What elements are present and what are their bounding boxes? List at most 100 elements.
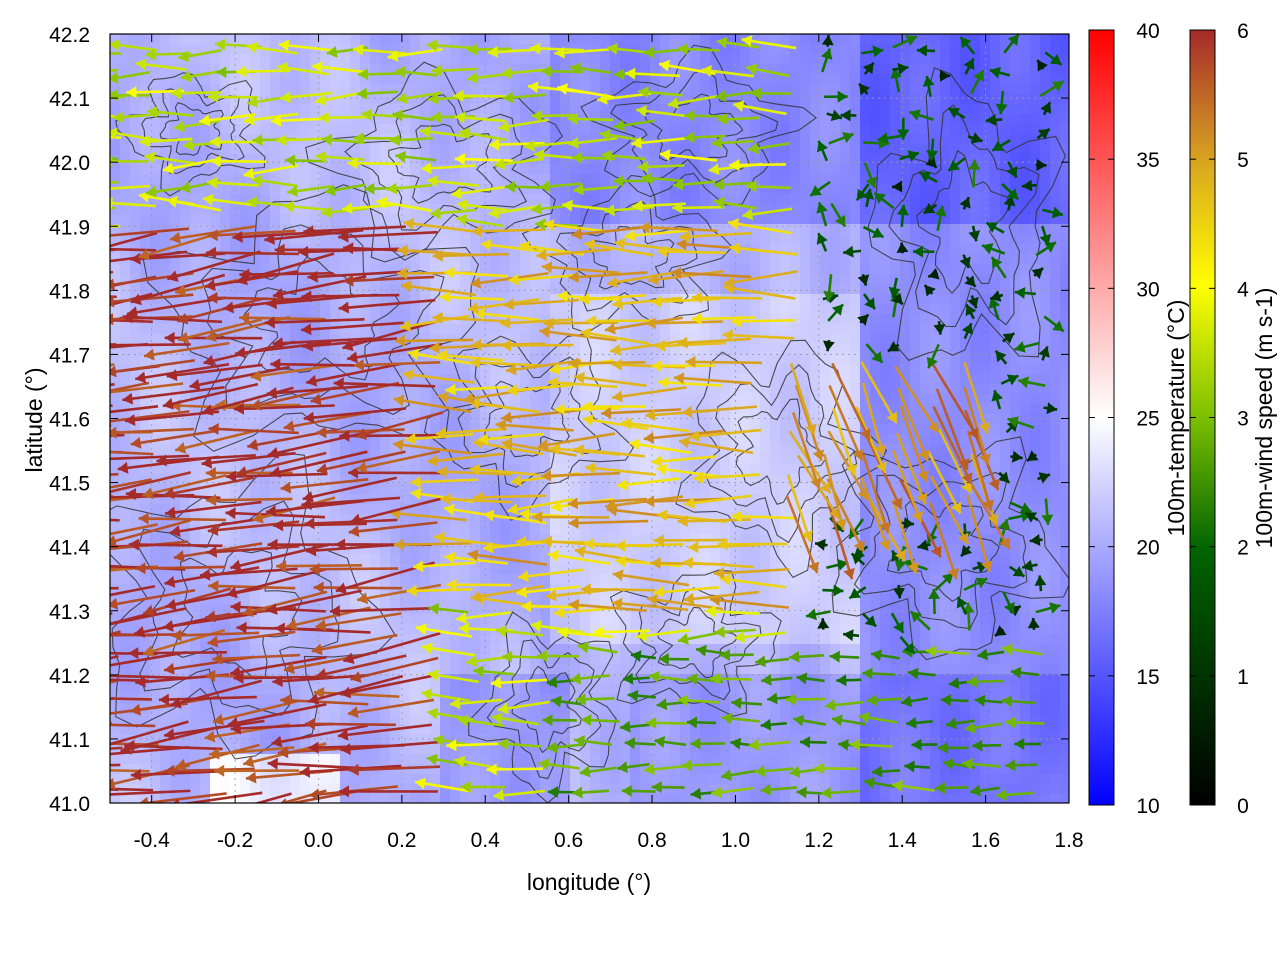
heatmap-cell [640, 94, 651, 105]
heatmap-cell [350, 754, 361, 765]
heatmap-cell [220, 144, 231, 155]
heatmap-cell [280, 544, 291, 555]
heatmap-cell [600, 734, 611, 745]
heatmap-cell [270, 434, 281, 445]
heatmap-cell [460, 634, 471, 645]
heatmap-cell [200, 204, 211, 215]
heatmap-cell [310, 534, 321, 545]
heatmap-cell [580, 74, 591, 85]
heatmap-cell [440, 284, 451, 295]
heatmap-cell [420, 374, 431, 385]
heatmap-cell [120, 374, 131, 385]
heatmap-cell [630, 574, 641, 585]
heatmap-cell [490, 404, 501, 415]
heatmap-cell [260, 144, 271, 155]
heatmap-cell [540, 194, 551, 205]
heatmap-cell [590, 164, 601, 175]
heatmap-cell [210, 674, 221, 685]
heatmap-cell [160, 654, 171, 665]
heatmap-cell [590, 564, 601, 575]
heatmap-cell [570, 624, 581, 635]
heatmap-cell [570, 94, 581, 105]
heatmap-cell [710, 774, 721, 785]
heatmap-cell [310, 54, 321, 65]
heatmap-cell [670, 194, 681, 205]
heatmap-cell [690, 274, 701, 285]
heatmap-cell [510, 394, 521, 405]
heatmap-cell [410, 574, 421, 585]
heatmap-cell [330, 124, 341, 135]
heatmap-cell [730, 104, 741, 115]
heatmap-cell [750, 344, 761, 355]
heatmap-cell [150, 124, 161, 135]
heatmap-cell [360, 194, 371, 205]
heatmap-cell [750, 384, 761, 395]
heatmap-cell [210, 534, 221, 545]
heatmap-cell [680, 664, 691, 675]
heatmap-cell [150, 264, 161, 275]
heatmap-cell [410, 534, 421, 545]
heatmap-cell [190, 674, 201, 685]
heatmap-cell [350, 234, 361, 245]
heatmap-cell [680, 554, 691, 565]
heatmap-cell [620, 564, 631, 575]
heatmap-cell [320, 84, 331, 95]
heatmap-cell [460, 54, 471, 65]
heatmap-cell [330, 694, 341, 705]
heatmap-cell [650, 284, 661, 295]
heatmap-cell [330, 514, 341, 525]
heatmap-cell [640, 414, 651, 425]
heatmap-cell [500, 544, 511, 555]
heatmap-cell [530, 174, 541, 185]
heatmap-cell [190, 264, 201, 275]
heatmap-cell [720, 344, 731, 355]
heatmap-cell [680, 104, 691, 115]
heatmap-cell [110, 354, 121, 365]
heatmap-cell [600, 544, 611, 555]
heatmap-cell [740, 214, 751, 225]
heatmap-cell [320, 334, 331, 345]
heatmap-cell [510, 434, 521, 445]
heatmap-cell [600, 384, 611, 395]
heatmap-cell [240, 224, 251, 235]
heatmap-cell [480, 274, 491, 285]
heatmap-cell [460, 504, 471, 515]
heatmap-cell [500, 364, 511, 375]
heatmap-cell [290, 664, 301, 675]
heatmap-cell [260, 184, 271, 195]
heatmap-cell [420, 564, 431, 575]
heatmap-cell [240, 774, 251, 785]
heatmap-cell [440, 124, 451, 135]
heatmap-cell [610, 634, 621, 645]
heatmap-cell [390, 34, 401, 45]
heatmap-cell [570, 754, 581, 765]
heatmap-cell [240, 124, 251, 135]
heatmap-cell [560, 564, 571, 575]
heatmap-cell [130, 764, 141, 775]
heatmap-cell [490, 664, 501, 675]
heatmap-cell [140, 574, 151, 585]
heatmap-cell [730, 74, 741, 85]
heatmap-cell [280, 374, 291, 385]
heatmap-cell [690, 284, 701, 295]
heatmap-cell [520, 784, 531, 795]
heatmap-cell [550, 324, 561, 335]
heatmap-cell [360, 144, 371, 155]
heatmap-cell [340, 494, 351, 505]
heatmap-cell [300, 654, 311, 665]
heatmap-cell [440, 524, 451, 535]
heatmap-cell [540, 624, 551, 635]
heatmap-cell [520, 594, 531, 605]
heatmap-cell [310, 454, 321, 465]
heatmap-cell [570, 474, 581, 485]
heatmap-cell [380, 574, 391, 585]
heatmap-cell [450, 664, 461, 675]
heatmap-cell [670, 504, 681, 515]
heatmap-cell [450, 794, 461, 803]
heatmap-cell [250, 144, 261, 155]
heatmap-cell [350, 194, 361, 205]
heatmap-cell [670, 124, 681, 135]
heatmap-cell [190, 144, 201, 155]
heatmap-cell [710, 764, 721, 775]
heatmap-cell [720, 174, 731, 185]
